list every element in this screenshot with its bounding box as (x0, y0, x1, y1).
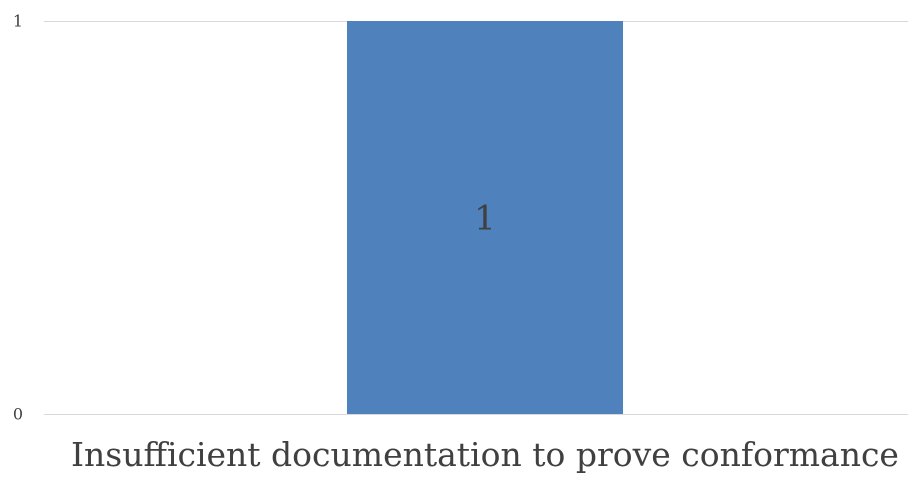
y-tick-label-0: 0 (13, 405, 23, 424)
bars: 1 (347, 21, 623, 414)
y-tick-label-1: 1 (13, 12, 23, 31)
x-axis-category-labels: Insufficient documentation to prove conf… (71, 435, 899, 474)
bar-0 (347, 21, 623, 414)
data-label-0: 1 (474, 199, 496, 239)
x-category-label-0: Insufficient documentation to prove conf… (71, 435, 899, 474)
y-axis-tick-labels: 01 (13, 12, 23, 424)
